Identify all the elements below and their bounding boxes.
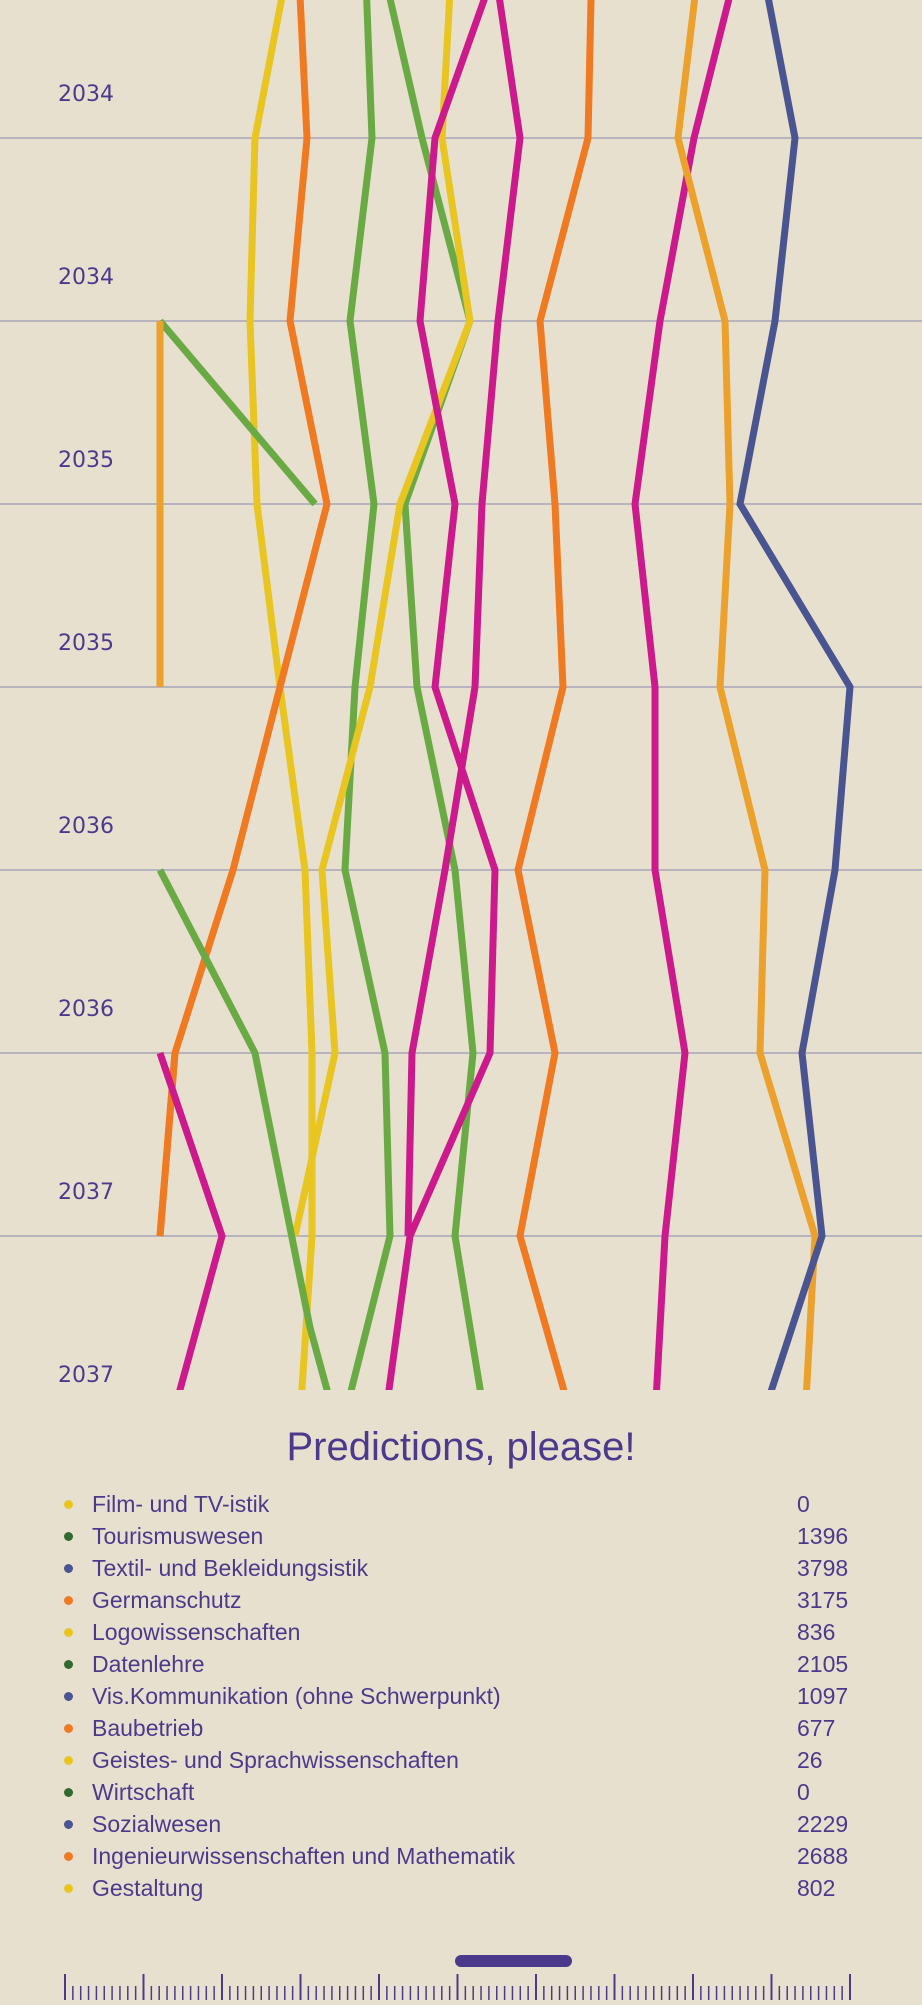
- legend-item-name: Geistes- und Sprachwissenschaften: [92, 1747, 459, 1773]
- legend-item-value: 2229: [797, 1811, 849, 1837]
- legend-item: Germanschutz 3175: [64, 1584, 864, 1616]
- legend-item-value: 836: [797, 1619, 836, 1645]
- legend-item: Baubetrieb 677: [64, 1712, 864, 1744]
- legend-item-name: Textil- und Bekleidungsistik: [92, 1555, 369, 1581]
- series-line: [736, 0, 854, 1390]
- legend-item: Geistes- und Sprachwissenschaften 26: [64, 1744, 864, 1776]
- legend-item-name: Wirtschaft: [92, 1779, 195, 1805]
- legend-item-value: 3175: [797, 1587, 849, 1613]
- y-tick-label: 2034: [58, 265, 114, 290]
- legend-item-name: Gestaltung: [92, 1875, 204, 1901]
- legend-item-value: 0: [797, 1779, 810, 1805]
- legend-item-value: 677: [797, 1715, 836, 1741]
- legend-item: Logowissenschaften 836: [64, 1616, 864, 1648]
- legend-item: Vis.Kommunikation (ohne Schwerpunkt) 1097: [64, 1680, 864, 1712]
- legend-dot-icon: [64, 1756, 73, 1765]
- legend-dot-icon: [64, 1692, 73, 1701]
- legend-item: Wirtschaft 0: [64, 1776, 864, 1808]
- legend-dot-icon: [64, 1500, 73, 1509]
- legend-item-name: Film- und TV-istik: [92, 1491, 270, 1517]
- series-line: [157, 318, 318, 507]
- series-line: [674, 0, 819, 1390]
- series-line: [386, 0, 484, 1390]
- series-line: [514, 0, 595, 1390]
- legend-item: Ingenieurwissenschaften und Mathematik 26…: [64, 1840, 864, 1872]
- legend-dot-icon: [64, 1532, 73, 1541]
- legend-item: Datenlehre 2105: [64, 1648, 864, 1680]
- legend-item-value: 3798: [797, 1555, 849, 1581]
- legend-dot-icon: [64, 1660, 73, 1669]
- legend-item-name: Tourismuswesen: [92, 1523, 264, 1549]
- legend-item-value: 1396: [797, 1523, 849, 1549]
- legend-item: Textil- und Bekleidungsistik 3798: [64, 1552, 864, 1584]
- y-tick-label: 2036: [58, 997, 114, 1022]
- legend-item-value: 1097: [797, 1683, 849, 1709]
- series-line: [156, 0, 331, 1237]
- legend-item: Gestaltung 802: [64, 1872, 864, 1904]
- legend-dot-icon: [64, 1788, 73, 1797]
- line-chart: 2034 2034 2035 2035 2036 2036 2037 2037: [0, 0, 922, 1390]
- legend-item-value: 2688: [797, 1843, 849, 1869]
- legend-item-name: Baubetrieb: [92, 1715, 204, 1741]
- chart-title: Predictions, please!: [286, 1425, 636, 1469]
- legend-item-name: Datenlehre: [92, 1651, 205, 1677]
- legend-item: Tourismuswesen 1396: [64, 1520, 864, 1552]
- legend-dot-icon: [64, 1852, 73, 1861]
- y-tick-label: 2034: [58, 82, 114, 107]
- legend-item-value: 802: [797, 1875, 836, 1901]
- timeline-scrubber[interactable]: [0, 1945, 922, 2000]
- series-line: [341, 0, 394, 1390]
- y-tick-label: 2035: [58, 448, 114, 473]
- series-line: [404, 0, 524, 1237]
- timeline-ruler[interactable]: [0, 1945, 922, 2000]
- y-tick-label: 2036: [58, 814, 114, 839]
- legend-item-value: 26: [797, 1747, 823, 1773]
- legend-dot-icon: [64, 1820, 73, 1829]
- legend-item: Sozialwesen 2229: [64, 1808, 864, 1840]
- legend-item-value: 2105: [797, 1651, 849, 1677]
- legend-item-name: Vis.Kommunikation (ohne Schwerpunkt): [92, 1683, 501, 1709]
- y-tick-label: 2037: [58, 1180, 114, 1205]
- series-line: [156, 1051, 226, 1390]
- series-group: [156, 0, 854, 1390]
- legend-dot-icon: [64, 1724, 73, 1733]
- legend-item-name: Germanschutz: [92, 1587, 242, 1613]
- legend-dot-icon: [64, 1596, 73, 1605]
- series-line: [631, 0, 733, 1390]
- series-line: [291, 0, 474, 1237]
- legend-dot-icon: [64, 1884, 73, 1893]
- legend: Film- und TV-istik 0 Tourismuswesen 1396 Tex…: [64, 1488, 864, 1904]
- legend-item-name: Sozialwesen: [92, 1811, 222, 1837]
- legend-dot-icon: [64, 1564, 73, 1573]
- legend-item-name: Logowissenschaften: [92, 1619, 301, 1645]
- legend-item-name: Ingenieurwissenschaften und Mathematik: [92, 1843, 516, 1869]
- legend-dot-icon: [64, 1628, 73, 1637]
- chart-svg: 2034 2034 2035 2035 2036 2036 2037 2037: [0, 0, 922, 1390]
- timeline-handle[interactable]: [455, 1955, 572, 1967]
- legend-item-value: 0: [797, 1491, 810, 1517]
- series-line: [385, 0, 499, 1390]
- legend-item: Film- und TV-istik 0: [64, 1488, 864, 1520]
- series-line: [156, 868, 331, 1390]
- y-tick-label: 2037: [58, 1363, 114, 1388]
- y-tick-label: 2035: [58, 631, 114, 656]
